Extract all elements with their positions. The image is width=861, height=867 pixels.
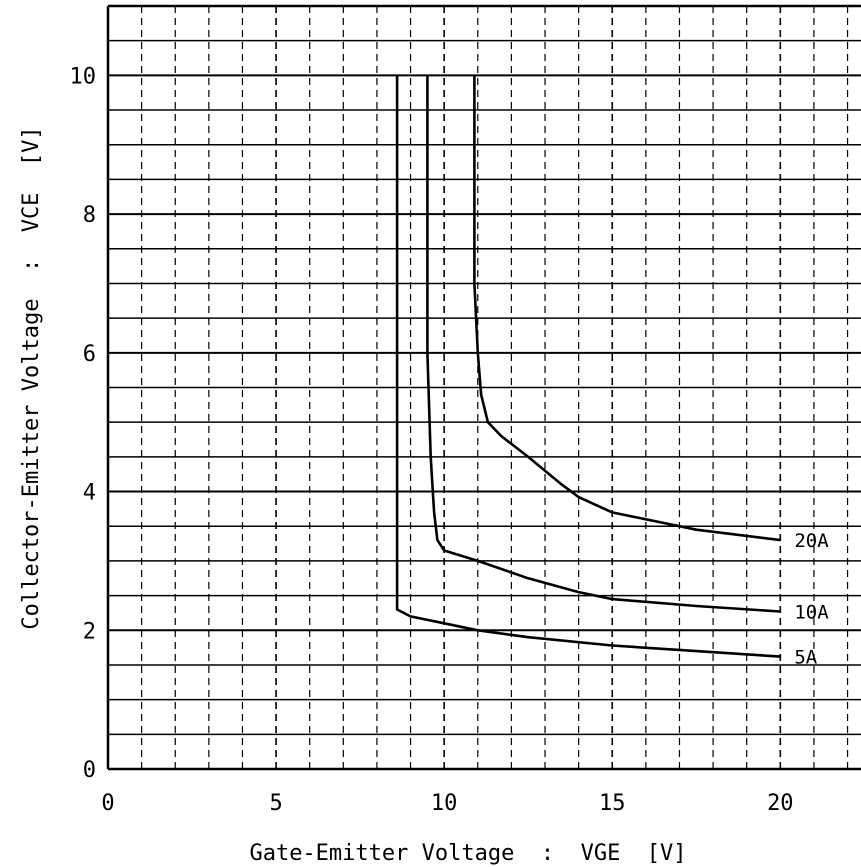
plot-frame [106,4,861,771]
curve-5a [395,75,781,658]
x-tick-label: 15 [599,791,626,816]
curve-label-5a: 5A [794,647,817,669]
x-tick-label: 20 [767,791,794,816]
series-labels: 5A 10A 20A [794,530,829,669]
y-axis-title: Collector-Emitter Voltage : VCE [V] [19,126,44,629]
x-tick-label: 0 [101,791,114,816]
tick-labels: 0 5 10 15 20 0 2 4 6 8 10 [70,64,794,816]
y-tick-label: 0 [83,758,96,783]
y-tick-label: 6 [83,342,96,367]
y-tick-label: 2 [83,619,96,644]
y-tick-label: 8 [83,203,96,228]
x-axis-title: Gate-Emitter Voltage : VGE [V] [249,841,686,866]
x-tick-label: 10 [431,791,458,816]
curve-label-10a: 10A [794,602,829,624]
y-tick-label: 4 [83,481,96,506]
series-layer [395,75,781,658]
curve-10a [426,75,781,613]
x-tick-label: 5 [269,791,282,816]
minor-grid [108,6,861,769]
curve-20a [473,75,781,542]
curve-label-20a: 20A [794,530,829,552]
y-tick-label: 10 [70,64,97,89]
